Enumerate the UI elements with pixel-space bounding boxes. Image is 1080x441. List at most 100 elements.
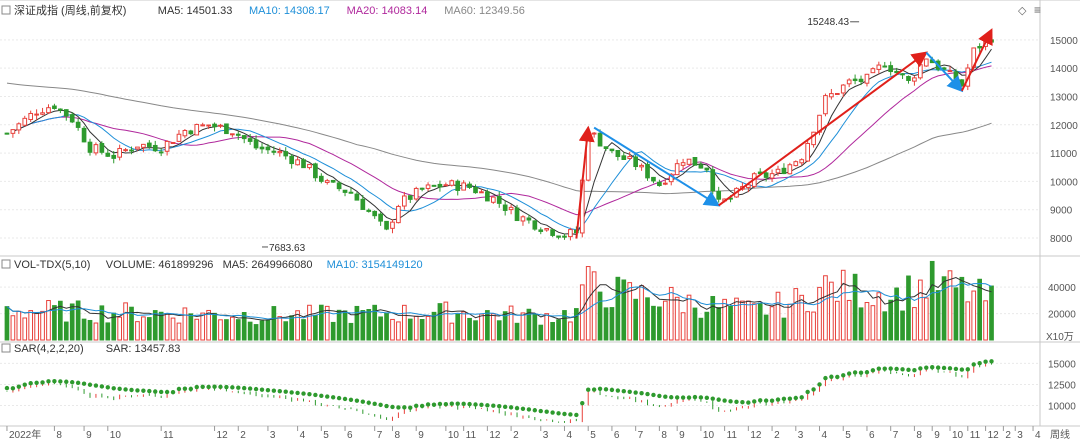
candle-body xyxy=(16,123,22,131)
diamond-icon[interactable]: ◇ xyxy=(1018,5,1027,17)
sar-dot xyxy=(135,388,140,393)
sar-dot xyxy=(123,387,128,392)
candle-body xyxy=(662,182,668,185)
candle-body xyxy=(526,217,532,221)
candle-body xyxy=(419,187,425,190)
volume-bar xyxy=(313,314,318,341)
sar-dot xyxy=(538,408,543,414)
volume-bar xyxy=(971,290,977,341)
candle-body xyxy=(686,158,692,165)
sar-dot xyxy=(390,404,395,410)
volume-bar xyxy=(384,312,389,341)
price-axis-ticks: 8000 9000 10000 11000 12000 13000 14000 15000 xyxy=(1050,36,1078,245)
sar-dot xyxy=(704,395,710,401)
candle xyxy=(508,204,514,215)
volume-bar xyxy=(805,311,810,341)
volume-bar xyxy=(585,266,591,341)
sar-indicator-value: SAR: 13457.83 xyxy=(106,343,181,355)
volume-bar xyxy=(651,305,656,341)
volume-bar xyxy=(455,313,461,341)
candle xyxy=(141,143,146,153)
candle-body xyxy=(918,64,923,79)
volume-bar xyxy=(206,309,211,341)
candle xyxy=(627,151,633,160)
volume-bar xyxy=(674,296,680,341)
candle-body xyxy=(977,45,982,49)
candle xyxy=(544,228,550,232)
candle-body xyxy=(710,169,716,192)
trend-arrow-down xyxy=(593,126,721,207)
candle-body xyxy=(947,70,953,73)
candle-body xyxy=(129,149,134,152)
volume-bar xyxy=(152,310,158,341)
volume-bar xyxy=(912,307,917,341)
candle-body xyxy=(10,129,16,134)
candle xyxy=(10,129,16,138)
candle xyxy=(129,146,134,155)
candle xyxy=(657,179,662,187)
sar-dot xyxy=(218,384,223,390)
volume-bar xyxy=(402,304,407,341)
candle xyxy=(674,159,680,176)
volume-bar xyxy=(117,316,122,341)
candle xyxy=(514,204,520,222)
candle xyxy=(485,189,490,202)
sar-dot xyxy=(230,385,235,390)
candle xyxy=(40,107,45,116)
sar-dot xyxy=(485,403,490,408)
volume-bar xyxy=(253,324,259,341)
candle-body xyxy=(852,78,858,82)
volume-bar xyxy=(769,306,775,341)
volume-bar xyxy=(823,275,828,341)
candle xyxy=(253,135,259,150)
candle-body xyxy=(34,113,39,116)
sar-dots xyxy=(4,359,994,418)
sar-dot xyxy=(841,373,846,378)
volume-bar xyxy=(781,317,787,341)
candle-body xyxy=(651,176,656,182)
candle xyxy=(704,167,710,173)
candle xyxy=(313,162,318,182)
candle xyxy=(793,160,799,167)
ma60-line xyxy=(6,82,992,195)
candle xyxy=(449,179,455,187)
volume-bar xyxy=(526,308,532,341)
candle xyxy=(224,123,229,135)
candle xyxy=(846,78,852,88)
sar-dot xyxy=(674,395,680,400)
candle xyxy=(378,212,383,226)
candle xyxy=(870,67,876,74)
candle xyxy=(645,161,650,181)
candle xyxy=(16,122,22,134)
menu-icon[interactable]: ≡ xyxy=(1034,3,1041,17)
candle xyxy=(146,140,152,149)
volume-bar xyxy=(852,273,858,341)
candle xyxy=(562,233,567,240)
candle-body xyxy=(81,127,87,143)
candle xyxy=(467,181,472,190)
candle-body xyxy=(496,196,502,204)
candle-body xyxy=(906,76,911,81)
sar-dot xyxy=(313,392,318,398)
time-tick-label: 12 xyxy=(750,430,762,441)
candle-body xyxy=(876,64,882,70)
sar-dot xyxy=(532,408,538,413)
sar-dot xyxy=(342,396,348,402)
time-tick-label: 2 xyxy=(1005,430,1011,441)
ma10-line xyxy=(12,61,992,231)
sar-dot xyxy=(562,411,567,417)
time-tick-label: 3 xyxy=(270,430,276,441)
volume-bar xyxy=(170,317,176,341)
candle-body xyxy=(111,154,117,159)
candle xyxy=(271,146,277,156)
time-tick-label: 12 xyxy=(988,430,1000,441)
volume-bar xyxy=(437,303,443,341)
volume-bar xyxy=(247,321,253,341)
time-tick-label: 8 xyxy=(394,430,400,441)
sar-dot xyxy=(514,405,520,411)
candle xyxy=(295,156,300,166)
volume-bar xyxy=(668,286,674,341)
sar-dot xyxy=(22,382,27,387)
sar-dot xyxy=(805,389,810,395)
candle xyxy=(686,158,692,166)
